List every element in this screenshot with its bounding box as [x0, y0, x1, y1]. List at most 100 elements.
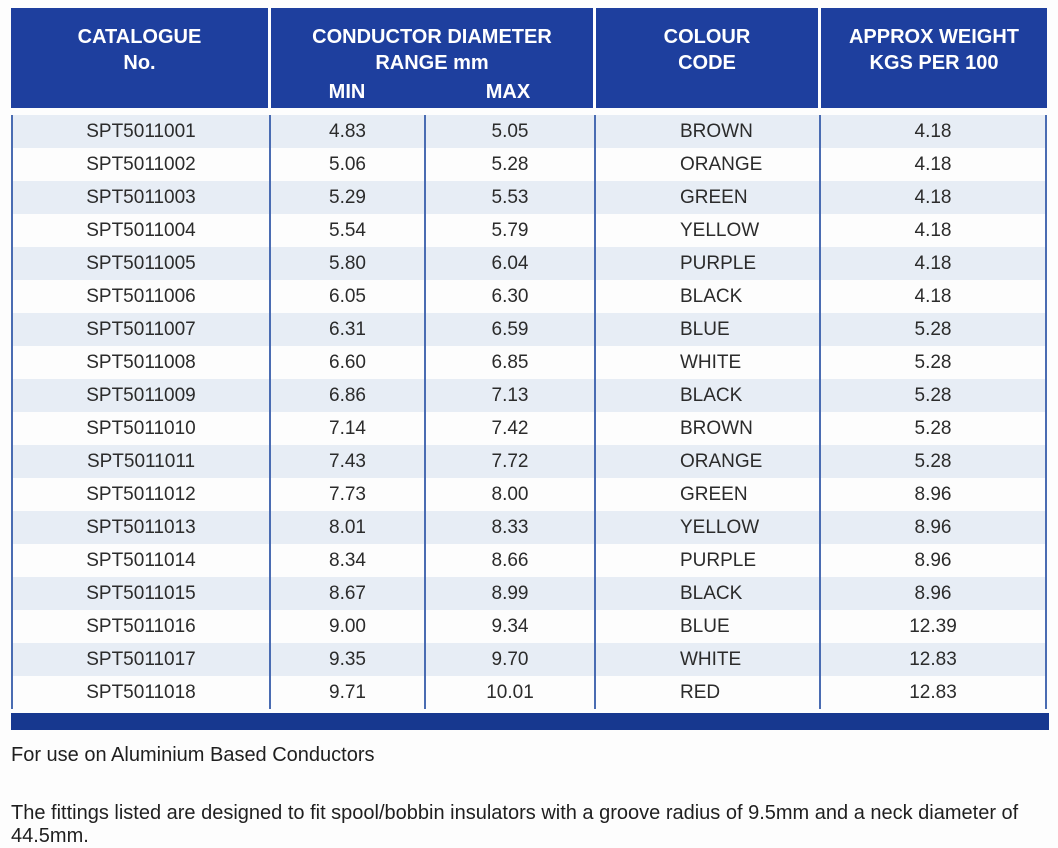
cell-diameter-min: 6.60: [271, 346, 426, 379]
cell-approx-weight: 5.28: [821, 346, 1047, 379]
cell-approx-weight: 4.18: [821, 214, 1047, 247]
cell-colour-code: BLUE: [596, 313, 821, 346]
cell-approx-weight: 4.18: [821, 247, 1047, 280]
table-row: SPT5011009 6.86 7.13 BLACK 5.28: [11, 379, 1047, 412]
table-header: CATALOGUE No. CONDUCTOR DIAMETER RANGE m…: [11, 8, 1047, 108]
cell-colour-code: ORANGE: [596, 148, 821, 181]
cell-approx-weight: 8.96: [821, 511, 1047, 544]
cell-colour-code: BLUE: [596, 610, 821, 643]
table-row: SPT5011012 7.73 8.00 GREEN 8.96: [11, 478, 1047, 511]
cell-colour-code: WHITE: [596, 643, 821, 676]
cell-colour-code: GREEN: [596, 181, 821, 214]
cell-diameter-max: 10.01: [426, 676, 596, 709]
cell-diameter-min: 7.14: [271, 412, 426, 445]
table-row: SPT5011010 7.14 7.42 BROWN 5.28: [11, 412, 1047, 445]
cell-approx-weight: 4.18: [821, 115, 1047, 148]
cell-diameter-max: 9.34: [426, 610, 596, 643]
cell-approx-weight: 5.28: [821, 379, 1047, 412]
cell-catalogue-number: SPT5011016: [11, 610, 271, 643]
cell-catalogue-number: SPT5011008: [11, 346, 271, 379]
cell-diameter-min: 8.01: [271, 511, 426, 544]
cell-catalogue-number: SPT5011012: [11, 478, 271, 511]
cell-catalogue-number: SPT5011010: [11, 412, 271, 445]
cell-diameter-min: 6.31: [271, 313, 426, 346]
cell-diameter-max: 5.79: [426, 214, 596, 247]
cell-catalogue-number: SPT5011017: [11, 643, 271, 676]
cell-diameter-min: 6.86: [271, 379, 426, 412]
cell-approx-weight: 12.83: [821, 676, 1047, 709]
cell-catalogue-number: SPT5011011: [11, 445, 271, 478]
cell-diameter-max: 8.99: [426, 577, 596, 610]
header-min-label: MIN: [328, 81, 366, 103]
cell-diameter-max: 8.66: [426, 544, 596, 577]
cell-approx-weight: 8.96: [821, 544, 1047, 577]
cell-diameter-max: 5.05: [426, 115, 596, 148]
cell-catalogue-number: SPT5011005: [11, 247, 271, 280]
cell-approx-weight: 4.18: [821, 181, 1047, 214]
cell-colour-code: PURPLE: [596, 544, 821, 577]
cell-diameter-min: 5.54: [271, 214, 426, 247]
cell-colour-code: BROWN: [596, 412, 821, 445]
cell-catalogue-number: SPT5011015: [11, 577, 271, 610]
table-row: SPT5011004 5.54 5.79 YELLOW 4.18: [11, 214, 1047, 247]
table-row: SPT5011008 6.60 6.85 WHITE 5.28: [11, 346, 1047, 379]
table-row: SPT5011015 8.67 8.99 BLACK 8.96: [11, 577, 1047, 610]
cell-approx-weight: 8.96: [821, 577, 1047, 610]
cell-catalogue-number: SPT5011013: [11, 511, 271, 544]
cell-diameter-min: 5.29: [271, 181, 426, 214]
cell-approx-weight: 12.39: [821, 610, 1047, 643]
table-row: SPT5011011 7.43 7.72 ORANGE 5.28: [11, 445, 1047, 478]
cell-colour-code: YELLOW: [596, 511, 821, 544]
header-colour-line2: CODE: [678, 52, 736, 74]
cell-colour-code: PURPLE: [596, 247, 821, 280]
table-row: SPT5011001 4.83 5.05 BROWN 4.18: [11, 115, 1047, 148]
header-cell-diameter: CONDUCTOR DIAMETER RANGE mm MIN MAX: [271, 8, 596, 108]
cell-diameter-min: 8.34: [271, 544, 426, 577]
cell-diameter-max: 8.00: [426, 478, 596, 511]
table-row: SPT5011018 9.71 10.01 RED 12.83: [11, 676, 1047, 709]
header-weight-line1: APPROX WEIGHT: [848, 26, 1019, 48]
cell-diameter-max: 7.13: [426, 379, 596, 412]
table-row: SPT5011017 9.35 9.70 WHITE 12.83: [11, 643, 1047, 676]
cell-catalogue-number: SPT5011003: [11, 181, 271, 214]
cell-approx-weight: 5.28: [821, 412, 1047, 445]
cell-diameter-max: 5.28: [426, 148, 596, 181]
note-fittings-spec: The fittings listed are designed to fit …: [11, 802, 1019, 847]
cell-colour-code: WHITE: [596, 346, 821, 379]
spec-table: CATALOGUE No. CONDUCTOR DIAMETER RANGE m…: [11, 8, 1049, 730]
cell-diameter-min: 8.67: [271, 577, 426, 610]
cell-colour-code: BROWN: [596, 115, 821, 148]
cell-colour-code: GREEN: [596, 478, 821, 511]
cell-catalogue-number: SPT5011001: [11, 115, 271, 148]
cell-diameter-max: 8.33: [426, 511, 596, 544]
cell-diameter-max: 6.04: [426, 247, 596, 280]
cell-diameter-min: 9.35: [271, 643, 426, 676]
table-row: SPT5011013 8.01 8.33 YELLOW 8.96: [11, 511, 1047, 544]
header-weight-line2: KGS PER 100: [869, 52, 999, 74]
cell-colour-code: BLACK: [596, 280, 821, 313]
table-row: SPT5011005 5.80 6.04 PURPLE 4.18: [11, 247, 1047, 280]
cell-diameter-min: 9.71: [271, 676, 426, 709]
table-bottom-bar: [11, 713, 1049, 730]
cell-diameter-max: 9.70: [426, 643, 596, 676]
cell-diameter-max: 7.72: [426, 445, 596, 478]
cell-diameter-min: 7.43: [271, 445, 426, 478]
cell-diameter-min: 6.05: [271, 280, 426, 313]
cell-approx-weight: 8.96: [821, 478, 1047, 511]
header-cell-catalogue: CATALOGUE No.: [11, 8, 271, 108]
cell-colour-code: BLACK: [596, 379, 821, 412]
cell-diameter-min: 4.83: [271, 115, 426, 148]
header-cell-weight: APPROX WEIGHT KGS PER 100: [821, 8, 1047, 108]
header-cell-colour: COLOUR CODE: [596, 8, 821, 108]
header-minmax-row: MIN MAX: [271, 80, 593, 104]
header-catalogue-line2: No.: [123, 52, 156, 74]
cell-diameter-min: 5.80: [271, 247, 426, 280]
table-body: SPT5011001 4.83 5.05 BROWN 4.18 SPT50110…: [11, 115, 1047, 709]
table-row: SPT5011007 6.31 6.59 BLUE 5.28: [11, 313, 1047, 346]
header-diameter-line2: RANGE mm: [375, 52, 489, 74]
cell-catalogue-number: SPT5011018: [11, 676, 271, 709]
table-row: SPT5011016 9.00 9.34 BLUE 12.39: [11, 610, 1047, 643]
cell-approx-weight: 4.18: [821, 148, 1047, 181]
header-colour-line1: COLOUR: [663, 26, 751, 48]
cell-diameter-min: 7.73: [271, 478, 426, 511]
